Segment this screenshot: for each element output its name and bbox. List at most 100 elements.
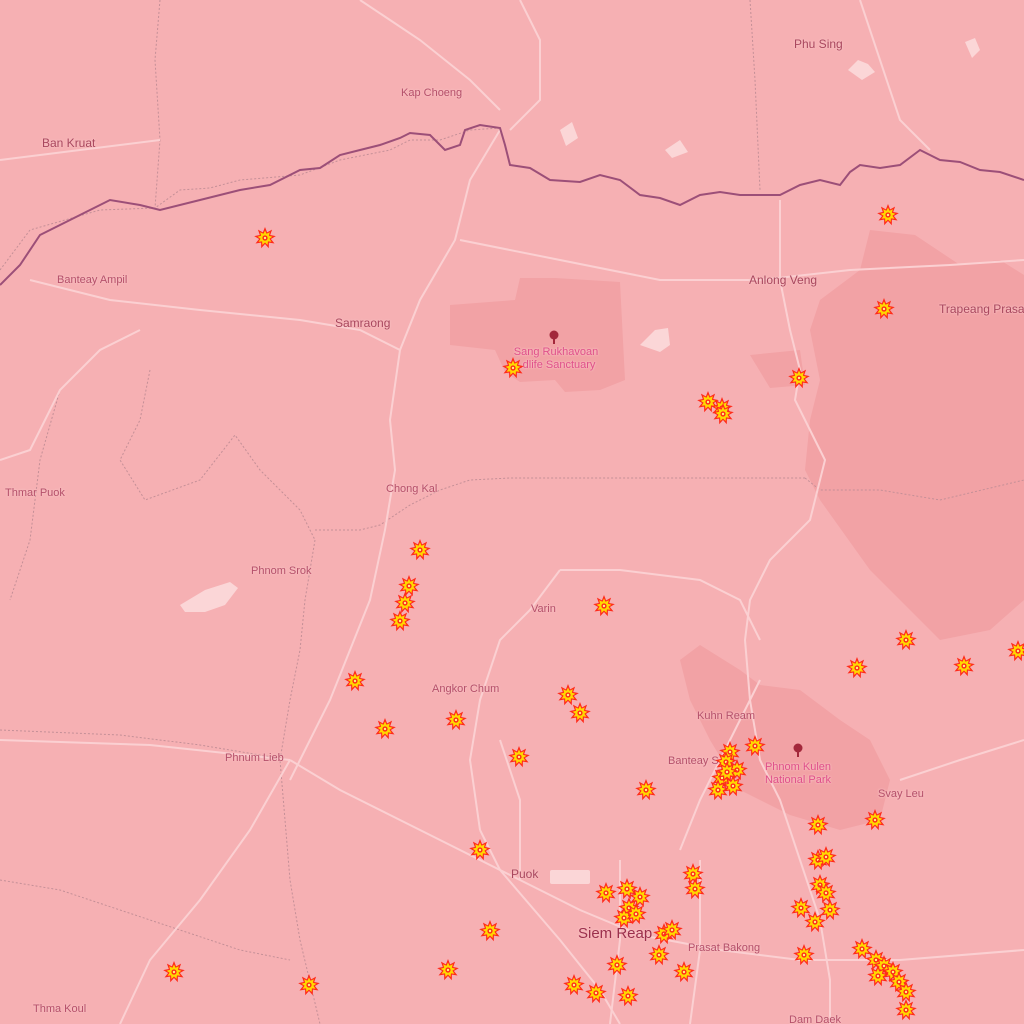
fire-burst-icon[interactable] bbox=[408, 538, 432, 562]
fire-burst-icon[interactable] bbox=[818, 898, 842, 922]
place-label-phnum-lieb: Phnum Lieb bbox=[225, 752, 284, 764]
fire-burst-icon[interactable] bbox=[863, 808, 887, 832]
fire-burst-icon[interactable] bbox=[436, 958, 460, 982]
fire-burst-icon[interactable] bbox=[718, 740, 742, 764]
place-label-prasat-bakong: Prasat Bakong bbox=[688, 942, 761, 954]
fire-burst-icon[interactable] bbox=[660, 918, 684, 942]
lake-6 bbox=[665, 140, 688, 158]
tree-icon bbox=[793, 743, 803, 757]
place-label-svay-leu: Svay Leu bbox=[878, 788, 924, 800]
park-name-line2: National Park bbox=[764, 774, 832, 786]
fire-burst-icon[interactable] bbox=[628, 885, 652, 909]
fire-burst-icon[interactable] bbox=[696, 390, 720, 414]
fire-burst-icon[interactable] bbox=[725, 758, 749, 782]
fire-burst-icon[interactable] bbox=[894, 628, 918, 652]
fire-burst-icon[interactable] bbox=[253, 226, 277, 250]
place-label-chong-kal: Chong Kal bbox=[386, 483, 438, 495]
fire-burst-icon[interactable] bbox=[952, 654, 976, 678]
fire-burst-icon[interactable] bbox=[894, 998, 918, 1022]
lake bbox=[180, 582, 238, 612]
fire-burst-icon[interactable] bbox=[624, 902, 648, 926]
fire-burst-icon[interactable] bbox=[592, 594, 616, 618]
fire-burst-icon[interactable] bbox=[876, 203, 900, 227]
fire-burst-icon[interactable] bbox=[444, 708, 468, 732]
fire-burst-icon[interactable] bbox=[672, 960, 696, 984]
fire-burst-icon[interactable] bbox=[787, 366, 811, 390]
fire-burst-icon[interactable] bbox=[373, 717, 397, 741]
fire-burst-icon[interactable] bbox=[814, 881, 838, 905]
fire-burst-icon[interactable] bbox=[634, 778, 658, 802]
fire-burst-icon[interactable] bbox=[683, 877, 707, 901]
place-label-dam-daek: Dam Daek bbox=[789, 1014, 841, 1024]
protected-area-sanctuary bbox=[450, 278, 625, 392]
fire-burst-icon[interactable] bbox=[711, 402, 735, 426]
place-label-banteay-ampil: Banteay Ampil bbox=[57, 274, 128, 286]
place-label-siem-reap: Siem Reap bbox=[578, 925, 653, 942]
park-name-line1: Sang Rukhavoan bbox=[513, 346, 599, 358]
fire-burst-icon[interactable] bbox=[562, 973, 586, 997]
fire-burst-icon[interactable] bbox=[297, 973, 321, 997]
fire-burst-icon[interactable] bbox=[501, 356, 525, 380]
tree-icon bbox=[549, 330, 559, 344]
place-label-varin: Varin bbox=[531, 603, 556, 615]
fire-burst-icon[interactable] bbox=[393, 591, 417, 615]
fire-burst-icon[interactable] bbox=[872, 297, 896, 321]
international-border bbox=[0, 123, 1024, 286]
fire-burst-icon[interactable] bbox=[850, 937, 874, 961]
fire-burst-icon[interactable] bbox=[881, 960, 905, 984]
fire-burst-icon[interactable] bbox=[468, 838, 492, 862]
fire-burst-icon[interactable] bbox=[681, 862, 705, 886]
fire-burst-icon[interactable] bbox=[605, 953, 629, 977]
place-label-angkor-chum: Angkor Chum bbox=[432, 683, 500, 695]
fire-burst-icon[interactable] bbox=[388, 609, 412, 633]
fire-burst-icon[interactable] bbox=[478, 919, 502, 943]
place-label-phu-sing: Phu Sing bbox=[794, 37, 843, 51]
fire-burst-icon[interactable] bbox=[647, 943, 671, 967]
fire-burst-icon[interactable] bbox=[866, 964, 890, 988]
fire-burst-icon[interactable] bbox=[887, 970, 911, 994]
fire-burst-icon[interactable] bbox=[721, 774, 745, 798]
fire-burst-icon[interactable] bbox=[806, 813, 830, 837]
fire-burst-icon[interactable] bbox=[803, 910, 827, 934]
fire-burst-icon[interactable] bbox=[507, 745, 531, 769]
place-label-kap-choeng: Kap Choeng bbox=[401, 87, 463, 99]
protected-area-small bbox=[750, 350, 805, 388]
fire-burst-icon[interactable] bbox=[845, 656, 869, 680]
fire-burst-icon[interactable] bbox=[616, 984, 640, 1008]
protected-area-kulen bbox=[680, 645, 890, 830]
park-name-line1: Phnom Kulen bbox=[764, 761, 832, 773]
place-label-banteay-srei: Banteay S bbox=[668, 755, 719, 767]
fire-burst-icon[interactable] bbox=[814, 845, 838, 869]
fire-burst-icon[interactable] bbox=[568, 701, 592, 725]
fire-burst-icon[interactable] bbox=[894, 980, 918, 1004]
place-label-trapeang-prasat: Trapeang Prasat bbox=[939, 302, 1024, 316]
fire-burst-icon[interactable] bbox=[706, 778, 730, 802]
fire-burst-icon[interactable] bbox=[594, 881, 618, 905]
fire-burst-icon[interactable] bbox=[792, 943, 816, 967]
fire-burst-icon[interactable] bbox=[789, 896, 813, 920]
lake-5 bbox=[560, 122, 578, 146]
fire-burst-icon[interactable] bbox=[556, 683, 580, 707]
protected-area-east bbox=[805, 230, 1024, 640]
lake-4 bbox=[965, 38, 980, 58]
park-label-sang-rukhavoan: Sang Rukhavoan ..dlife Sanctuary bbox=[504, 346, 608, 372]
fire-burst-icon[interactable] bbox=[397, 574, 421, 598]
fire-burst-icon[interactable] bbox=[343, 669, 367, 693]
fire-burst-icon[interactable] bbox=[743, 734, 767, 758]
place-label-anlong-veng: Anlong Veng bbox=[749, 273, 818, 287]
place-label-kuhn-ream: Kuhn Ream bbox=[697, 710, 756, 722]
park-name-line2: ..dlife Sanctuary bbox=[516, 359, 596, 371]
place-label-thma-koul: Thma Koul bbox=[33, 1003, 87, 1015]
fire-burst-icon[interactable] bbox=[584, 981, 608, 1005]
fire-burst-icon[interactable] bbox=[615, 877, 639, 901]
fire-burst-icon[interactable] bbox=[162, 960, 186, 984]
lake-2 bbox=[640, 328, 670, 352]
place-label-samraong: Samraong bbox=[335, 316, 391, 330]
park-label-phnom-kulen: Phnom Kulen National Park bbox=[755, 761, 841, 787]
fire-burst-icon[interactable] bbox=[1006, 639, 1024, 663]
fire-burst-icon[interactable] bbox=[715, 760, 739, 784]
